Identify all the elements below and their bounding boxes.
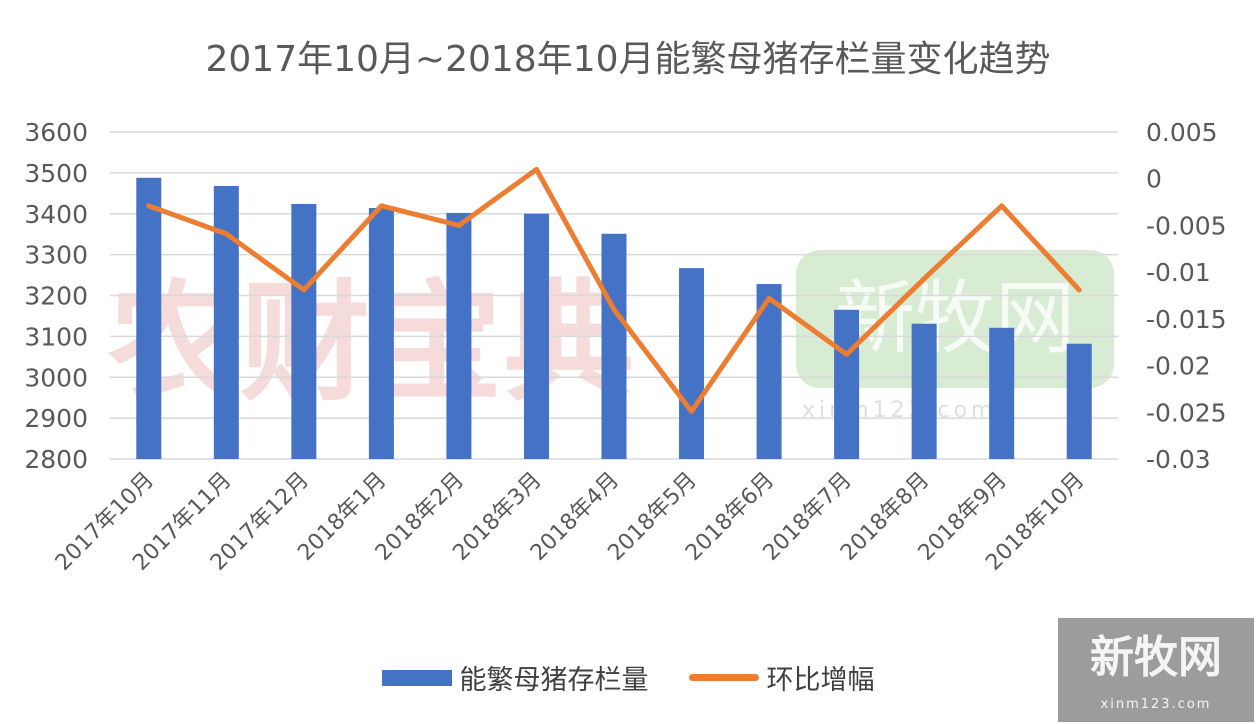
right-tick-label: -0.02: [1146, 352, 1211, 381]
legend-item-bar: 能繁母猪存栏量: [381, 658, 649, 697]
bar: [679, 268, 705, 459]
bar: [1066, 343, 1092, 459]
bar: [601, 233, 627, 459]
right-tick-label: -0.005: [1146, 211, 1227, 240]
bar: [368, 208, 394, 459]
legend-label-bar: 能繁母猪存栏量: [459, 665, 649, 696]
right-tick-label: -0.015: [1146, 305, 1227, 334]
bar: [911, 323, 937, 459]
left-tick-label: 2800: [24, 445, 88, 474]
bar: [446, 212, 472, 459]
legend-swatch-line: [688, 674, 759, 681]
left-tick-label: 3500: [24, 159, 88, 188]
left-tick-label: 3100: [24, 322, 88, 351]
bar: [989, 327, 1015, 459]
left-tick-label: 3000: [24, 363, 88, 392]
watermark-corner: 新牧网 xinm123.com: [1058, 618, 1254, 722]
legend: 能繁母猪存栏量 环比增幅: [0, 658, 1256, 697]
right-tick-label: -0.025: [1146, 398, 1227, 427]
right-tick-label: 0: [1146, 165, 1162, 194]
right-tick-label: -0.01: [1146, 258, 1211, 287]
watermark-corner-url: xinm123.com: [1100, 697, 1212, 712]
left-tick-label: 3600: [24, 118, 88, 147]
left-tick-label: 3400: [24, 200, 88, 229]
left-tick-label: 2900: [24, 404, 88, 433]
left-tick-label: 3200: [24, 282, 88, 311]
bar: [291, 203, 317, 459]
right-tick-label: -0.03: [1146, 445, 1211, 474]
bar: [136, 177, 162, 459]
bar: [523, 213, 549, 459]
left-tick-label: 3300: [24, 241, 88, 270]
legend-item-line: 环比增幅: [688, 658, 875, 697]
watermark-corner-logo: 新牧网: [1090, 632, 1222, 683]
legend-swatch-bar: [381, 669, 452, 686]
bar: [834, 309, 860, 459]
right-tick-label: 0.005: [1146, 118, 1218, 147]
chart-title: 2017年10月~2018年10月能繁母猪存栏量变化趋势: [205, 39, 1051, 80]
bar: [213, 185, 239, 459]
legend-label-line: 环比增幅: [766, 665, 875, 696]
